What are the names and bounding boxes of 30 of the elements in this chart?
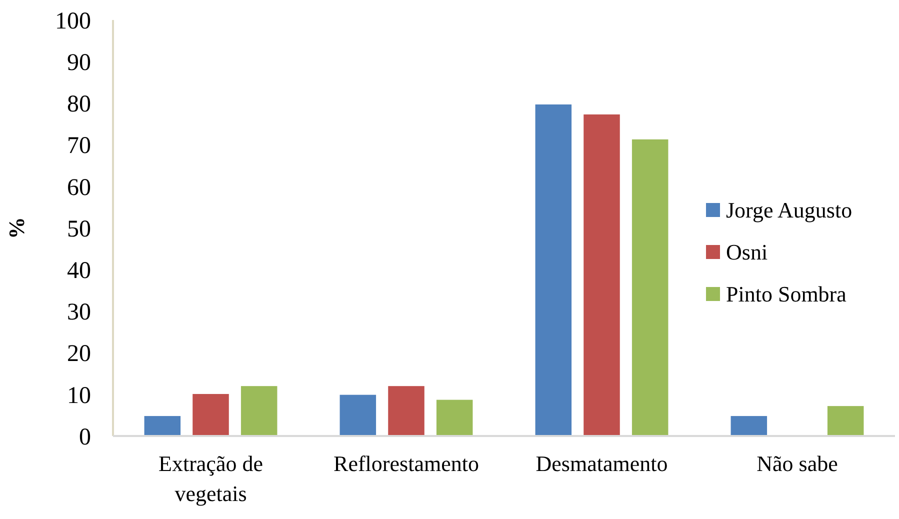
x-tick-label: Reflorestamento bbox=[334, 451, 479, 476]
y-tick-label: 100 bbox=[55, 8, 91, 34]
y-tick-label: 0 bbox=[79, 424, 91, 450]
bar bbox=[827, 406, 864, 436]
bar bbox=[730, 416, 768, 436]
bar bbox=[632, 139, 668, 436]
bar bbox=[340, 394, 376, 436]
x-tick-label: Extração de vegetais bbox=[158, 451, 263, 506]
y-tick-label: 10 bbox=[67, 382, 91, 409]
bar bbox=[388, 386, 424, 436]
bar bbox=[240, 386, 278, 436]
x-tick-label: Não sabe bbox=[756, 451, 838, 476]
legend-label: Pinto Sombra bbox=[726, 282, 847, 307]
y-tick-label: 30 bbox=[67, 300, 91, 326]
y-tick-label: 50 bbox=[67, 216, 91, 242]
y-tick-label: 40 bbox=[67, 258, 91, 284]
bar bbox=[144, 416, 181, 436]
bar bbox=[535, 104, 572, 436]
bar bbox=[192, 394, 229, 436]
y-tick-label: 90 bbox=[67, 50, 91, 76]
y-axis-title: % bbox=[4, 217, 29, 239]
y-tick-label: 80 bbox=[67, 92, 91, 118]
bar bbox=[584, 114, 620, 436]
legend-label: Osni bbox=[726, 240, 768, 265]
y-tick-label: 60 bbox=[67, 174, 91, 201]
x-tick-label: Desmatamento bbox=[536, 451, 668, 476]
y-tick-label: 20 bbox=[67, 341, 91, 368]
bar bbox=[436, 400, 473, 436]
legend-label: Jorge Augusto bbox=[726, 198, 852, 223]
y-tick-label: 70 bbox=[67, 133, 91, 160]
